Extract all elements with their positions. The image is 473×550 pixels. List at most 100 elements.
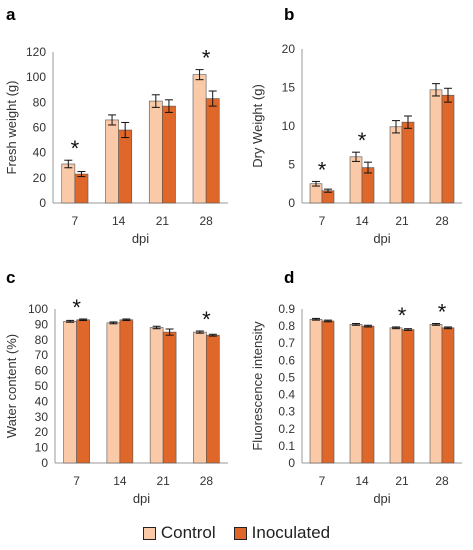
y-tick-label: 20 — [35, 425, 49, 439]
significance-marker: * — [398, 303, 407, 328]
y-tick-label: 20 — [33, 171, 47, 185]
significance-marker: * — [202, 46, 211, 71]
bar-inoculated — [402, 122, 414, 203]
y-tick-label: 0.9 — [278, 302, 295, 316]
y-tick-label: 0.1 — [278, 439, 295, 453]
panel-d: d 0 0.1 0.2 0.3 0.4 0.5 0.6 0.7 0.8 0.9 7 14 21 * 28 * dp… — [250, 268, 462, 506]
y-tick-label: 100 — [26, 70, 46, 84]
bar-inoculated — [119, 130, 132, 203]
bar-control — [107, 323, 120, 463]
significance-marker: * — [438, 300, 447, 325]
bar-inoculated — [163, 332, 176, 463]
y-tick-label: 60 — [35, 364, 49, 378]
bar-control — [430, 90, 442, 203]
x-tick-label: 21 — [395, 214, 409, 228]
bar-inoculated — [362, 326, 374, 463]
bar-control — [390, 127, 402, 203]
y-tick-label: 5 — [288, 158, 295, 172]
y-tick-label: 40 — [33, 146, 47, 160]
bar-control — [350, 157, 362, 203]
legend-swatch-control — [143, 527, 156, 540]
y-tick-label: 50 — [35, 379, 49, 393]
y-tick-label: 80 — [35, 333, 49, 347]
bar-control — [193, 332, 206, 463]
bar-inoculated — [402, 330, 414, 463]
y-tick-label: 100 — [28, 302, 48, 316]
legend: Control Inoculated — [0, 521, 473, 545]
y-axis-title: Dry Weight (g) — [250, 84, 265, 168]
bar-control — [64, 321, 77, 463]
y-tick-label: 0 — [288, 196, 295, 210]
y-tick-label: 30 — [35, 410, 49, 424]
x-tick-label: 21 — [156, 214, 170, 228]
y-tick-label: 120 — [26, 45, 46, 59]
y-tick-label: 80 — [33, 95, 47, 109]
x-tick-label: 7 — [319, 214, 326, 228]
x-tick-label: 14 — [355, 214, 369, 228]
x-axis-title: dpi — [133, 491, 150, 506]
bar-control — [106, 120, 119, 203]
panel-a: a 0 20 40 60 80 100 120 7 * 14 21 28 * dpi Fresh weight… — [4, 5, 228, 246]
x-tick-label: 7 — [73, 474, 80, 488]
x-tick-label: 14 — [113, 474, 127, 488]
panel-b: b 0 5 10 15 20 7 * 14 * 21 28 dpi Dry Weight (g) — [250, 5, 462, 246]
y-tick-label: 0 — [39, 196, 46, 210]
y-tick-label: 20 — [282, 42, 296, 56]
y-tick-label: 0.6 — [278, 353, 295, 367]
x-axis-title: dpi — [132, 231, 149, 246]
y-tick-label: 0 — [288, 456, 295, 470]
y-tick-label: 0.8 — [278, 319, 295, 333]
y-tick-label: 10 — [282, 119, 296, 133]
bar-inoculated — [322, 321, 334, 463]
panel-letter-b: b — [284, 5, 294, 24]
x-tick-label: 7 — [72, 214, 79, 228]
significance-marker: * — [72, 295, 81, 320]
bar-inoculated — [206, 99, 219, 203]
bar-inoculated — [75, 174, 88, 203]
bar-inoculated — [77, 320, 90, 463]
y-axis-title: Water content (%) — [4, 334, 19, 438]
y-tick-label: 10 — [35, 441, 49, 455]
significance-marker: * — [202, 307, 211, 332]
legend-label-inoculated: Inoculated — [252, 523, 330, 543]
significance-marker: * — [318, 157, 327, 182]
x-tick-label: 7 — [319, 474, 326, 488]
bar-inoculated — [442, 328, 454, 463]
bar-control — [193, 75, 206, 203]
bar-inoculated — [206, 335, 219, 463]
bar-control — [430, 324, 442, 463]
bar-inoculated — [162, 106, 175, 203]
significance-marker: * — [358, 128, 367, 153]
y-tick-label: 40 — [35, 394, 49, 408]
panel-letter-c: c — [6, 268, 15, 287]
significance-marker: * — [71, 136, 80, 161]
legend-label-control: Control — [161, 523, 216, 543]
panel-letter-d: d — [284, 268, 294, 287]
legend-swatch-inoculated — [234, 527, 247, 540]
x-tick-label: 28 — [435, 214, 449, 228]
legend-entry-control: Control — [143, 523, 216, 543]
x-axis-title: dpi — [373, 231, 390, 246]
bar-control — [390, 328, 402, 463]
y-tick-label: 60 — [33, 121, 47, 135]
y-axis-title: Fluorescence intensity — [250, 321, 265, 451]
y-tick-label: 0.2 — [278, 422, 295, 436]
y-tick-label: 0.3 — [278, 405, 295, 419]
x-tick-label: 28 — [435, 474, 449, 488]
bar-control — [310, 184, 322, 203]
bar-inoculated — [442, 95, 454, 203]
bar-control — [310, 319, 322, 463]
y-tick-label: 70 — [35, 348, 49, 362]
y-tick-label: 0.5 — [278, 370, 295, 384]
x-tick-label: 21 — [156, 474, 170, 488]
bar-inoculated — [120, 320, 133, 463]
x-axis-title: dpi — [373, 491, 390, 506]
y-tick-label: 0.4 — [278, 388, 295, 402]
x-tick-label: 28 — [199, 214, 213, 228]
bar-control — [149, 101, 162, 203]
bar-control — [62, 164, 75, 203]
legend-entry-inoculated: Inoculated — [234, 523, 330, 543]
x-tick-label: 14 — [355, 474, 369, 488]
bar-control — [150, 327, 163, 463]
